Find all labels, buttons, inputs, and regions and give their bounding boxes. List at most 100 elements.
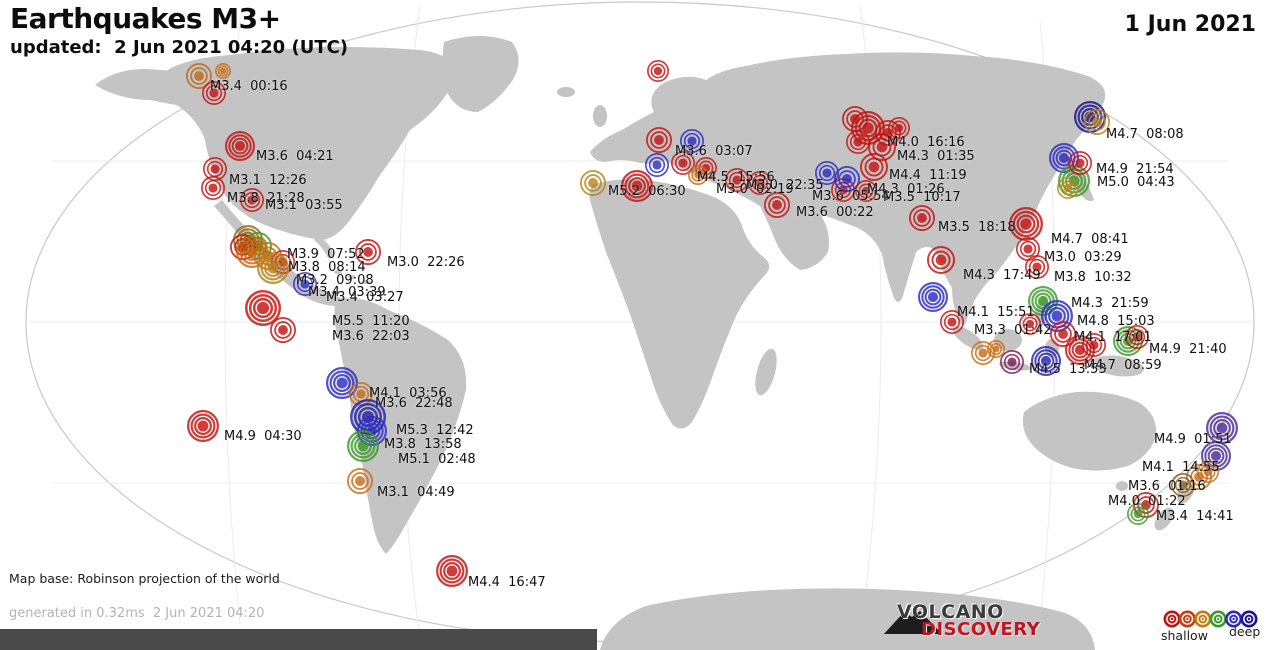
quake-marker[interactable]: [1201, 440, 1232, 471]
land-antarctica: [600, 588, 1095, 650]
quake-marker[interactable]: [1015, 237, 1040, 262]
quake-marker[interactable]: [1018, 313, 1041, 336]
generated-note: generated in 0.32ms 2 Jun 2021 04:20: [9, 606, 265, 621]
quake-marker[interactable]: [887, 116, 910, 139]
quake-label: M4.1 15:51: [957, 305, 1035, 320]
legend-circle: [1240, 610, 1258, 628]
quake-marker[interactable]: [1126, 503, 1149, 526]
quake-marker[interactable]: [833, 166, 860, 193]
quake-marker[interactable]: [270, 317, 297, 344]
quake-label: M4.3 21:59: [1071, 296, 1149, 311]
quake-marker[interactable]: [845, 130, 870, 155]
quake-label: M3.4 00:16: [210, 79, 288, 94]
quake-label: M3.0 22:35: [746, 178, 824, 193]
quake-marker[interactable]: [325, 366, 358, 399]
quake-marker[interactable]: [854, 180, 877, 203]
quake-label: M4.1 17:01: [1074, 330, 1152, 345]
quake-marker[interactable]: [1040, 299, 1073, 332]
quake-label: M3.0 22:26: [387, 255, 465, 270]
quake-label: M5.5 11:20: [332, 314, 410, 329]
quake-label: M4.9 21:40: [1149, 342, 1227, 357]
land-north-america: [150, 46, 456, 241]
updated-timestamp: updated: 2 Jun 2021 04:20 (UTC): [10, 37, 349, 58]
quake-marker[interactable]: [679, 129, 704, 154]
quake-label: M4.3 17:49: [963, 268, 1041, 283]
quake-marker[interactable]: [1170, 473, 1195, 498]
quake-marker[interactable]: [724, 168, 749, 193]
quake-marker[interactable]: [186, 409, 219, 442]
legend-circle: [1163, 610, 1181, 628]
land-britain: [593, 105, 607, 127]
quake-label: M3.8 10:32: [1054, 270, 1132, 285]
quake-marker[interactable]: [1124, 325, 1149, 350]
quake-marker[interactable]: [970, 341, 995, 366]
quake-marker[interactable]: [346, 429, 379, 462]
quake-marker[interactable]: [1081, 333, 1106, 358]
land-new-guinea: [1092, 355, 1144, 377]
land-greenland: [442, 36, 519, 112]
discovery-logo-text[interactable]: DISCOVERY: [921, 619, 1041, 640]
quake-marker[interactable]: [1065, 334, 1096, 365]
quake-marker[interactable]: [926, 245, 955, 274]
quake-marker[interactable]: [293, 272, 318, 297]
page-title: Earthquakes M3+: [10, 2, 281, 35]
land-caribbean: [334, 270, 342, 274]
quake-label: M3.0 03:29: [1044, 250, 1122, 265]
legend-circle: [1178, 610, 1196, 628]
quake-marker[interactable]: [763, 192, 790, 219]
quake-marker[interactable]: [1050, 321, 1077, 348]
quake-marker[interactable]: [620, 169, 653, 202]
quake-label: M5.0 04:43: [1097, 175, 1175, 190]
quake-marker[interactable]: [687, 165, 708, 186]
quake-marker[interactable]: [814, 161, 839, 186]
quake-marker[interactable]: [1084, 109, 1111, 136]
volcano-logo-text[interactable]: VOLCANO: [897, 601, 1004, 623]
quake-marker[interactable]: [917, 281, 948, 312]
quake-marker[interactable]: [1196, 461, 1219, 484]
continents: [95, 36, 1195, 650]
quake-marker[interactable]: [201, 176, 226, 201]
quake-marker[interactable]: [215, 62, 232, 79]
land-new-zealand: [1154, 507, 1174, 531]
land-caribbean: [362, 280, 370, 284]
quake-marker[interactable]: [435, 554, 468, 587]
quake-marker[interactable]: [841, 106, 868, 133]
quake-label: M4.5 15:56: [697, 170, 775, 185]
quake-marker[interactable]: [646, 59, 669, 82]
quake-marker[interactable]: [355, 239, 382, 266]
quake-marker[interactable]: [986, 340, 1005, 359]
quake-marker[interactable]: [244, 290, 281, 327]
quake-marker[interactable]: [1009, 207, 1044, 242]
quake-marker[interactable]: [347, 468, 374, 495]
quake-label: M3.4 03:39: [308, 285, 386, 300]
quake-marker[interactable]: [999, 350, 1024, 375]
quake-marker[interactable]: [644, 153, 669, 178]
quake-marker[interactable]: [939, 310, 964, 335]
land-alaska: [95, 69, 217, 110]
quake-marker[interactable]: [747, 171, 772, 196]
quake-marker[interactable]: [1031, 345, 1062, 376]
quake-label: M3.6 22:03: [332, 329, 410, 344]
quake-marker[interactable]: [186, 62, 213, 90]
quake-label: M3.6 04:21: [256, 149, 334, 164]
quake-marker[interactable]: [240, 188, 265, 213]
quake-marker[interactable]: [579, 170, 606, 197]
quake-label: M4.7 08:59: [1084, 358, 1162, 373]
quake-marker[interactable]: [225, 131, 256, 162]
quake-label: M3.8 13:58: [384, 437, 462, 452]
quake-marker[interactable]: [1056, 177, 1079, 200]
quake-marker[interactable]: [908, 205, 935, 232]
quake-marker[interactable]: [1024, 255, 1049, 280]
quake-label: M4.8 15:03: [1077, 314, 1155, 329]
quake-label: M3.1 04:49: [377, 485, 455, 500]
quake-marker[interactable]: [859, 152, 888, 181]
quake-label: M4.3 01:26: [867, 182, 945, 197]
quake-marker[interactable]: [645, 127, 672, 154]
quake-marker[interactable]: [670, 151, 695, 176]
land-tasmania: [1116, 481, 1128, 491]
quake-label: M4.9 21:54: [1096, 162, 1174, 177]
quake-marker[interactable]: [1067, 151, 1092, 176]
quake-marker[interactable]: [256, 251, 289, 284]
quake-marker[interactable]: [235, 235, 268, 268]
quake-marker[interactable]: [202, 80, 227, 105]
